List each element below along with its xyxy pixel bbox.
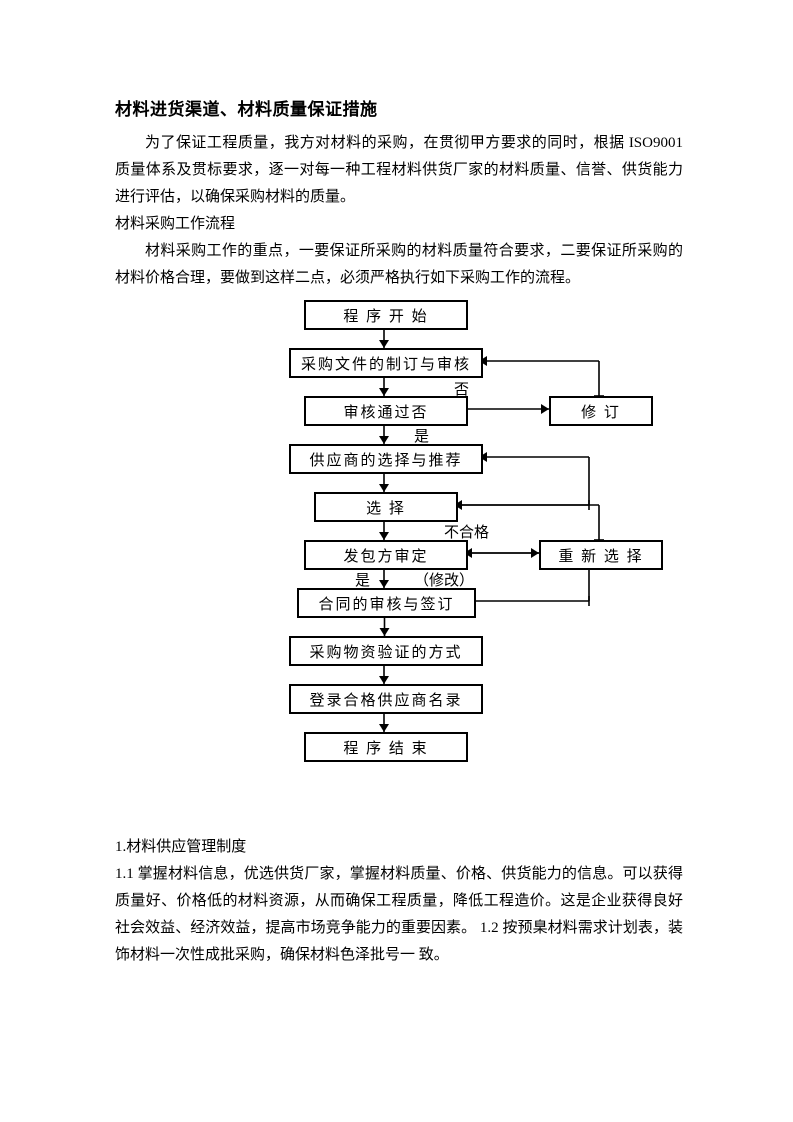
intro-paragraph: 为了保证工程质量，我方对材料的采购，在贯彻甲方要求的同时，根据 ISO9001 …	[115, 130, 683, 211]
flow-label-3: 是	[355, 569, 370, 590]
flow-node-n9: 程 序 结 束	[304, 732, 468, 762]
section-1-1-body: 1.1 掌握材料信息，优选供货厂家，掌握材料质量、价格、供货能力的信息。可以获得…	[115, 861, 683, 969]
flow-label-4: （修改）	[414, 569, 474, 590]
page-title: 材料进货渠道、材料质量保证措施	[115, 95, 683, 120]
flow-label-2: 不合格	[444, 521, 489, 542]
flow-node-n6: 合同的审核与签订	[297, 588, 476, 618]
flowchart: 程 序 开 始采购文件的制订与审核审核通过否 修 订供应商的选择与推荐选 择发包方…	[119, 300, 679, 820]
flow-node-r5: 重 新 选 择	[539, 540, 663, 570]
flow-node-n8: 登录合格供应商名录	[289, 684, 483, 714]
flow-node-n1: 采购文件的制订与审核	[289, 348, 483, 378]
section-1-heading: 1.材料供应管理制度	[115, 834, 683, 861]
flow-node-r2: 修 订	[549, 396, 653, 426]
flow-node-n3: 供应商的选择与推荐	[289, 444, 483, 474]
flow-node-n5: 发包方审定	[304, 540, 468, 570]
flow-node-n0: 程 序 开 始	[304, 300, 468, 330]
subheading: 材料采购工作流程	[115, 211, 683, 238]
flow-label-0: 否	[454, 378, 469, 399]
flow-node-n4: 选 择	[314, 492, 458, 522]
flow-label-1: 是	[414, 425, 429, 446]
flow-node-n7: 采购物资验证的方式	[289, 636, 483, 666]
flow-node-n2: 审核通过否	[304, 396, 468, 426]
intro-paragraph-2: 材料采购工作的重点，一要保证所采购的材料质量符合要求，二要保证所采购的材料价格合…	[115, 238, 683, 292]
